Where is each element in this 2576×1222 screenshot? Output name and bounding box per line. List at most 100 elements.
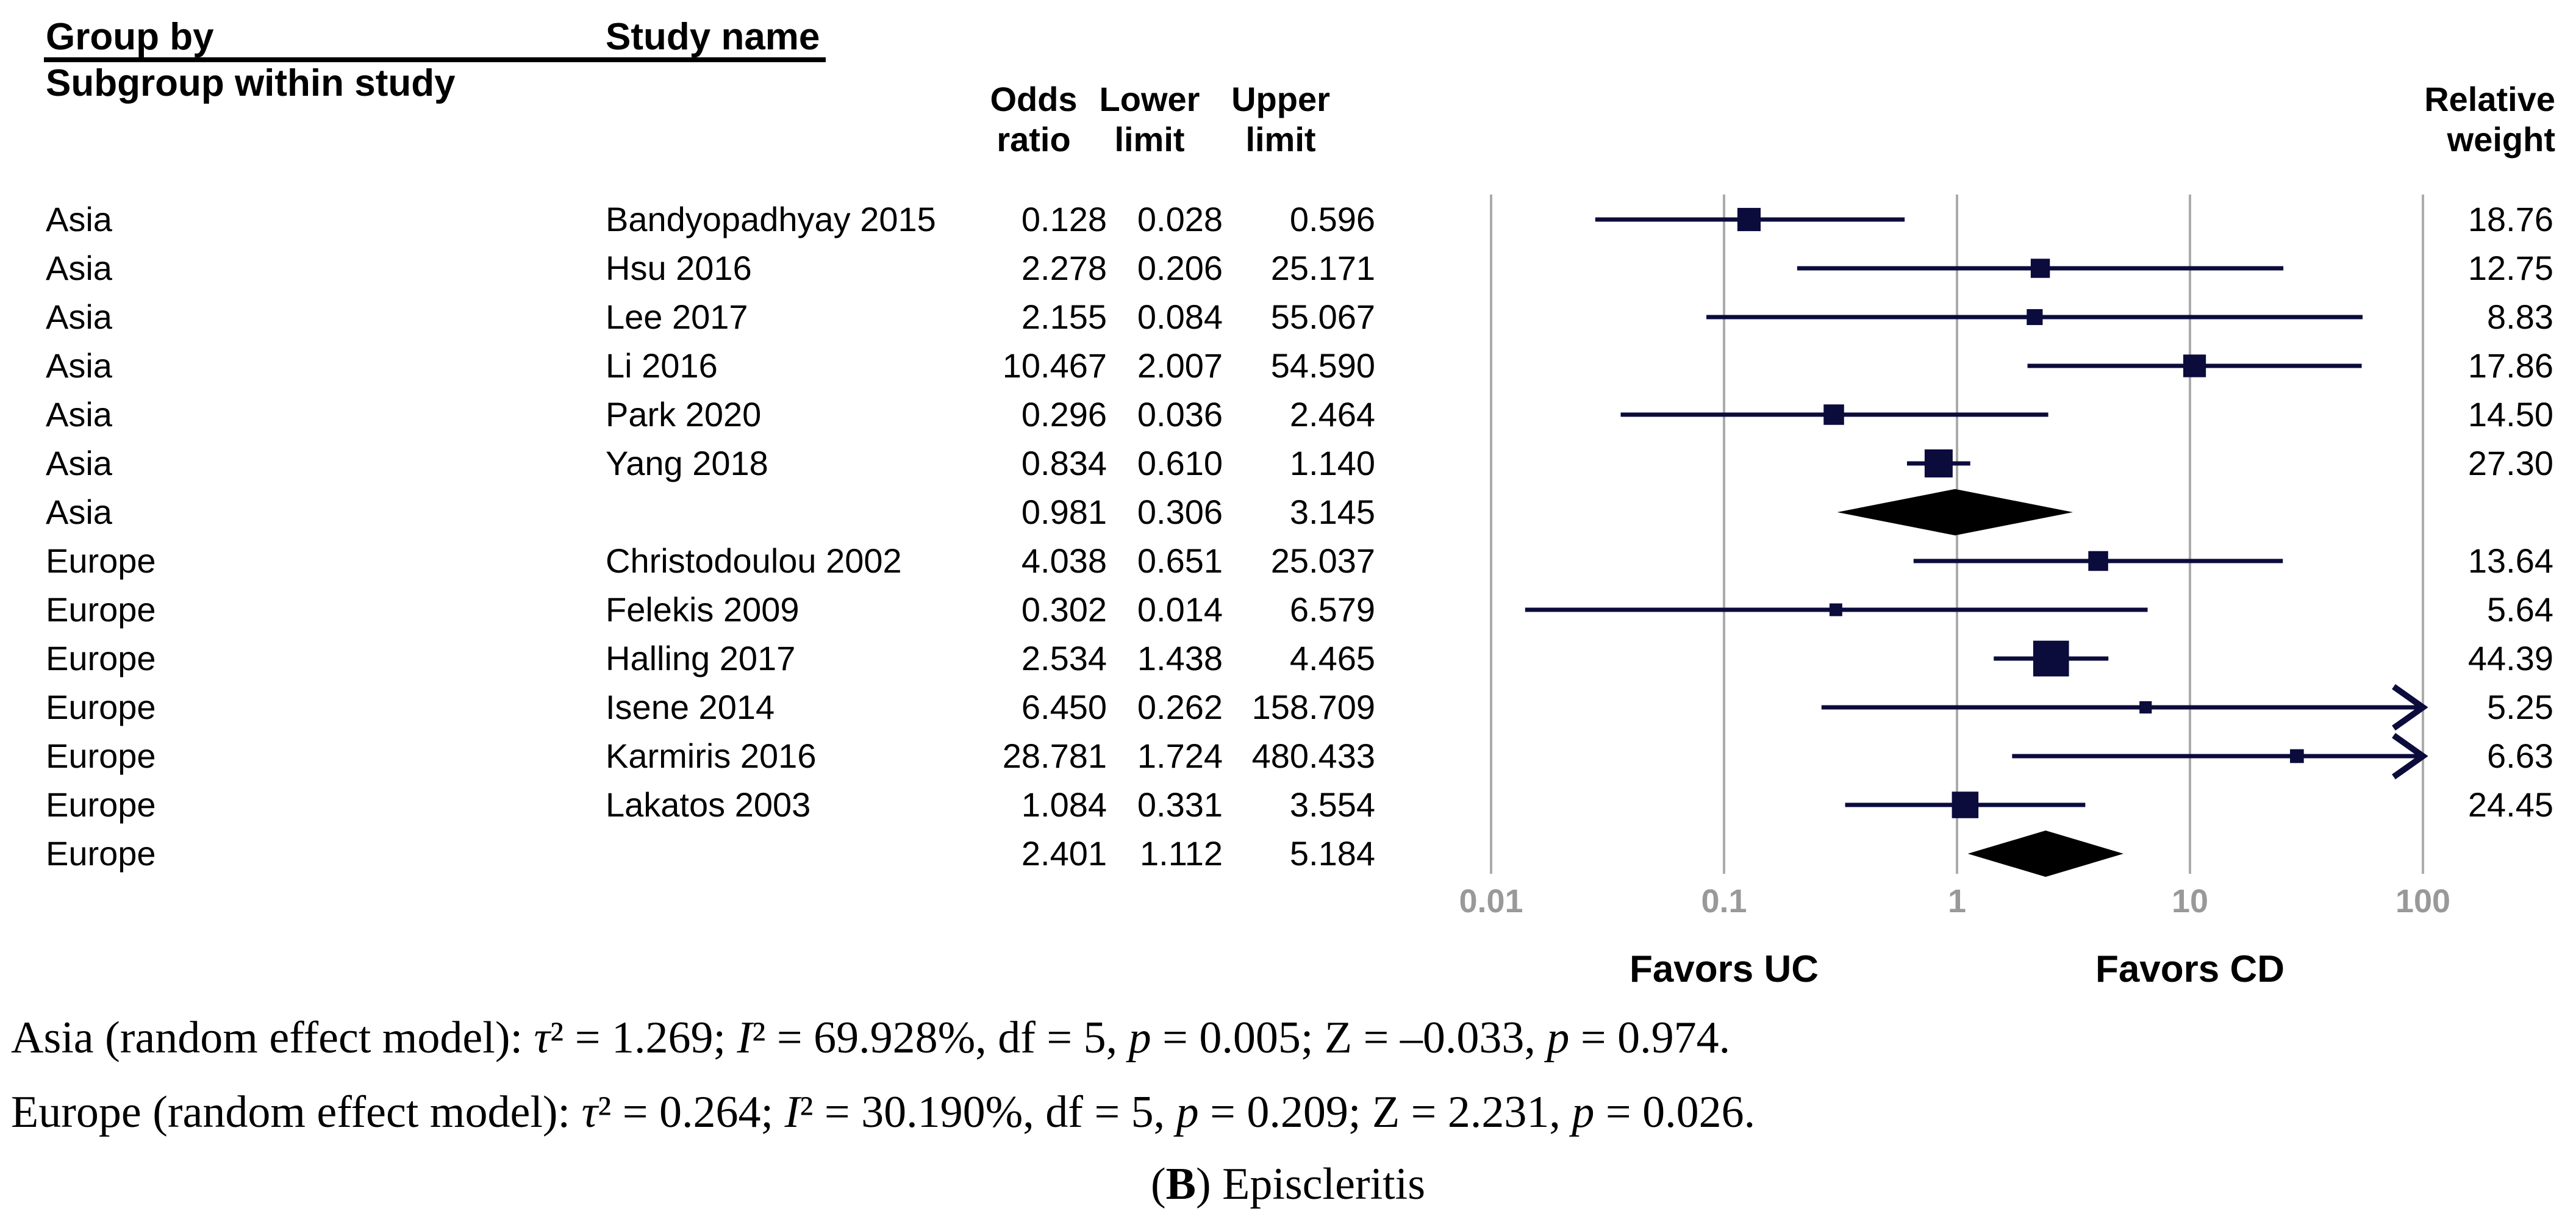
cell-study: Isene 2014 [606,688,775,726]
lower-limit-header-line1: Lower [1099,80,1200,118]
x-tick-label-0.01: 0.01 [1459,883,1523,920]
cell-upper-limit: 6.579 [1289,590,1375,629]
cell-upper-limit: 3.145 [1289,493,1375,531]
or-marker-square [2183,354,2206,377]
cell-relative-weight: 5.25 [2487,688,2553,726]
figure-caption: (B) Episcleritis [0,1159,2576,1210]
cell-lower-limit: 0.036 [1137,395,1223,434]
text-segment: ( [1150,1159,1166,1209]
cell-study: Christodoulou 2002 [606,541,902,580]
cell-group: Europe [46,639,156,677]
summary-diamond [1967,831,2124,877]
cell-lower-limit: 1.438 [1137,639,1223,677]
cell-upper-limit: 2.464 [1289,395,1375,434]
cell-lower-limit: 1.724 [1137,737,1223,775]
cell-group: Europe [46,688,156,726]
cell-study: Hsu 2016 [606,249,752,287]
cell-odds-ratio: 0.128 [1021,200,1107,238]
upper-limit-header-line2: limit [1245,120,1316,159]
favors-cd-label: Favors CD [2095,948,2285,990]
cell-lower-limit: 0.651 [1137,541,1223,580]
or-marker-square [2139,701,2152,714]
cell-lower-limit: 0.028 [1137,200,1223,238]
cell-study: Lakatos 2003 [606,785,811,824]
group-by-header: Group by [46,16,214,58]
cell-odds-ratio: 1.084 [1021,785,1107,824]
cell-odds-ratio: 2.155 [1021,298,1107,336]
cell-study: Felekis 2009 [606,590,800,629]
odds-ratio-header-line2: ratio [996,120,1071,159]
cell-odds-ratio: 0.302 [1021,590,1107,629]
cell-odds-ratio: 6.450 [1021,688,1107,726]
cell-group: Europe [46,785,156,824]
relative-weight-header-line2: weight [2447,120,2555,159]
cell-lower-limit: 0.084 [1137,298,1223,336]
text-segment: ² = 1.269; [550,1013,737,1063]
cell-upper-limit: 5.184 [1289,834,1375,873]
cell-study: Halling 2017 [606,639,796,677]
cell-relative-weight: 17.86 [2467,346,2553,385]
lower-limit-header-line2: limit [1114,120,1185,159]
odds-ratio-header-line1: Odds [990,80,1078,118]
text-segment: ) Episcleritis [1195,1159,1426,1209]
cell-study: Bandyopadhyay 2015 [606,200,936,238]
or-marker-square [1823,404,1844,425]
or-marker-square [2027,309,2043,326]
text-segment: ² = 30.190%, df = 5, [800,1087,1176,1137]
cell-relative-weight: 24.45 [2467,785,2553,824]
cell-group: Asia [46,298,112,336]
cell-relative-weight: 12.75 [2467,249,2553,287]
text-segment: Asia (random effect model): [11,1013,534,1063]
cell-lower-limit: 0.306 [1137,493,1223,531]
or-marker-square [2033,640,2069,677]
asia-random-effect-footnote: Asia (random effect model): τ² = 1.269; … [11,1012,1730,1063]
cell-upper-limit: 480.433 [1251,737,1375,775]
text-segment: p [1547,1013,1570,1063]
text-segment: = 0.974. [1569,1013,1731,1063]
cell-lower-limit: 1.112 [1140,834,1223,873]
text-segment: = 0.209; Z = 2.231, [1198,1087,1572,1137]
cell-upper-limit: 55.067 [1270,298,1375,336]
cell-upper-limit: 4.465 [1289,639,1375,677]
cell-study: Karmiris 2016 [606,737,817,775]
or-marker-square [2088,551,2108,571]
text-segment: τ [581,1087,598,1137]
cell-group: Europe [46,541,156,580]
cell-upper-limit: 1.140 [1289,444,1375,482]
cell-relative-weight: 5.64 [2487,590,2553,629]
or-marker-square [1952,791,1979,818]
cell-upper-limit: 54.590 [1270,346,1375,385]
cell-study: Park 2020 [606,395,762,434]
summary-diamond [1837,489,2073,535]
cell-group: Europe [46,737,156,775]
cell-group: Asia [46,493,112,531]
text-segment: I [784,1087,800,1137]
header-underline [44,57,826,62]
cell-study: Li 2016 [606,346,718,385]
europe-random-effect-footnote: Europe (random effect model): τ² = 0.264… [11,1087,1755,1138]
cell-odds-ratio: 28.781 [1002,737,1107,775]
or-marker-square [2030,259,2050,278]
cell-odds-ratio: 2.278 [1021,249,1107,287]
x-tick-label-10: 10 [2171,883,2209,920]
cell-lower-limit: 0.014 [1137,590,1223,629]
text-segment: p [1176,1087,1199,1137]
text-segment: p [1572,1087,1595,1137]
or-marker-square [1924,449,1953,477]
cell-lower-limit: 2.007 [1137,346,1223,385]
text-segment: = 0.005; Z = –0.033, [1151,1013,1547,1063]
cell-odds-ratio: 0.834 [1021,444,1107,482]
cell-study: Lee 2017 [606,298,748,336]
relative-weight-header-line1: Relative [2424,80,2555,118]
cell-group: Asia [46,346,112,385]
cell-upper-limit: 3.554 [1289,785,1375,824]
cell-upper-limit: 158.709 [1251,688,1375,726]
cell-lower-limit: 0.331 [1137,785,1223,824]
cell-relative-weight: 44.39 [2467,639,2553,677]
cell-relative-weight: 14.50 [2467,395,2553,434]
x-tick-label-100: 100 [2395,883,2451,920]
cell-relative-weight: 18.76 [2467,200,2553,238]
text-segment: = 0.026. [1594,1087,1756,1137]
upper-limit-header-line1: Upper [1231,80,1330,118]
